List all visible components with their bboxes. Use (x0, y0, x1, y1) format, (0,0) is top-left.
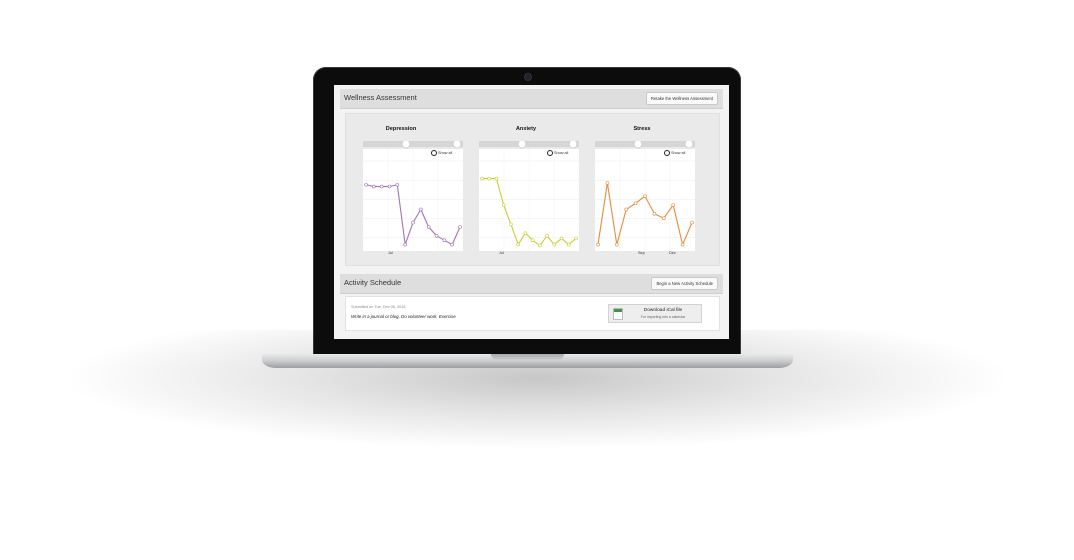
data-point (552, 242, 557, 247)
activity-list: Write in a journal or blog, Do volunteer… (351, 314, 456, 319)
data-point (387, 184, 392, 189)
data-point (372, 184, 376, 189)
download-ical-button[interactable]: Download iCal file For importing into a … (608, 304, 702, 323)
magnifier-icon (664, 150, 670, 156)
retake-assessment-button[interactable]: Retake the Wellness Assessment (645, 92, 718, 105)
data-point (364, 182, 368, 187)
data-point (494, 176, 499, 181)
download-label: Download iCal file (643, 308, 683, 313)
data-point (530, 238, 535, 242)
wellness-header: Wellness Assessment Retake the Wellness … (340, 89, 723, 109)
activity-header: Activity Schedule Begin a New Activity S… (340, 274, 723, 294)
show-all-anxiety[interactable]: Show all (547, 150, 568, 156)
data-point (434, 234, 439, 238)
data-point (501, 203, 506, 207)
camera-icon (525, 74, 531, 80)
calendar-icon (613, 308, 623, 320)
laptop-base (262, 354, 793, 368)
show-all-label: Show all (671, 151, 686, 155)
data-point (442, 238, 447, 242)
range-bar (595, 141, 695, 147)
data-point (487, 176, 492, 181)
x-tick-stress-sep: Sep (638, 251, 645, 255)
range-handle-icon (452, 141, 462, 149)
activity-entry: Submitted on Tue, Dec 06, 2016 Write in … (345, 296, 720, 331)
show-all-stress[interactable]: Show all (664, 150, 685, 156)
data-point (596, 242, 600, 247)
data-point (662, 216, 666, 220)
x-tick-stress-dec: Dec (669, 251, 676, 255)
submitted-date: Submitted on Tue, Dec 06, 2016 (351, 305, 406, 309)
data-point (633, 201, 638, 206)
data-point (680, 242, 685, 247)
data-point (538, 243, 542, 248)
range-handle-icon (517, 141, 527, 149)
data-point (450, 242, 454, 247)
range-bar (479, 141, 579, 147)
show-all-depression[interactable]: Show all (431, 150, 452, 156)
download-sublabel: For importing into a calendar (640, 315, 686, 319)
range-bar (363, 141, 463, 147)
range-handle-icon (633, 141, 643, 149)
data-point (379, 184, 384, 189)
activity-title: Activity Schedule (344, 278, 402, 287)
wellness-title: Wellness Assessment (344, 93, 417, 102)
depression-chart (363, 141, 463, 251)
data-point (652, 212, 657, 216)
data-point (523, 231, 528, 235)
data-point (614, 242, 619, 247)
data-point (411, 220, 415, 225)
range-handle-icon (568, 141, 578, 149)
data-point (509, 222, 513, 227)
data-point (624, 207, 629, 212)
stress-chart (595, 141, 695, 251)
range-handle-icon (684, 141, 694, 149)
show-all-label: Show all (438, 151, 453, 155)
data-point (458, 225, 462, 229)
data-point (566, 242, 571, 247)
data-point (395, 182, 400, 187)
chart-title-anxiety: Anxiety (515, 126, 537, 132)
laptop-notch (491, 354, 564, 360)
show-all-label: Show all (554, 151, 569, 155)
data-point (671, 203, 675, 207)
x-tick-depression: Jul (388, 251, 393, 255)
data-point (643, 194, 647, 199)
data-point (419, 207, 423, 212)
data-point (545, 234, 549, 238)
data-point (559, 236, 564, 241)
data-point (574, 236, 578, 241)
magnifier-icon (431, 150, 437, 156)
magnifier-icon (547, 150, 553, 156)
data-point (516, 242, 520, 247)
data-point (480, 176, 484, 181)
x-tick-anxiety: Jul (499, 251, 504, 255)
anxiety-chart (479, 141, 579, 251)
data-point (426, 225, 431, 229)
data-point (690, 220, 694, 225)
data-point (605, 181, 610, 185)
chart-title-stress: Stress (633, 126, 651, 132)
begin-activity-schedule-button[interactable]: Begin a New Activity Schedule (651, 277, 718, 290)
charts-panel: Depression Show all Jul Anxiety Show all… (345, 113, 720, 266)
chart-title-depression: Depression (385, 126, 417, 132)
screen: Wellness Assessment Retake the Wellness … (334, 85, 729, 339)
range-handle-icon (401, 141, 411, 149)
data-point (403, 242, 407, 247)
